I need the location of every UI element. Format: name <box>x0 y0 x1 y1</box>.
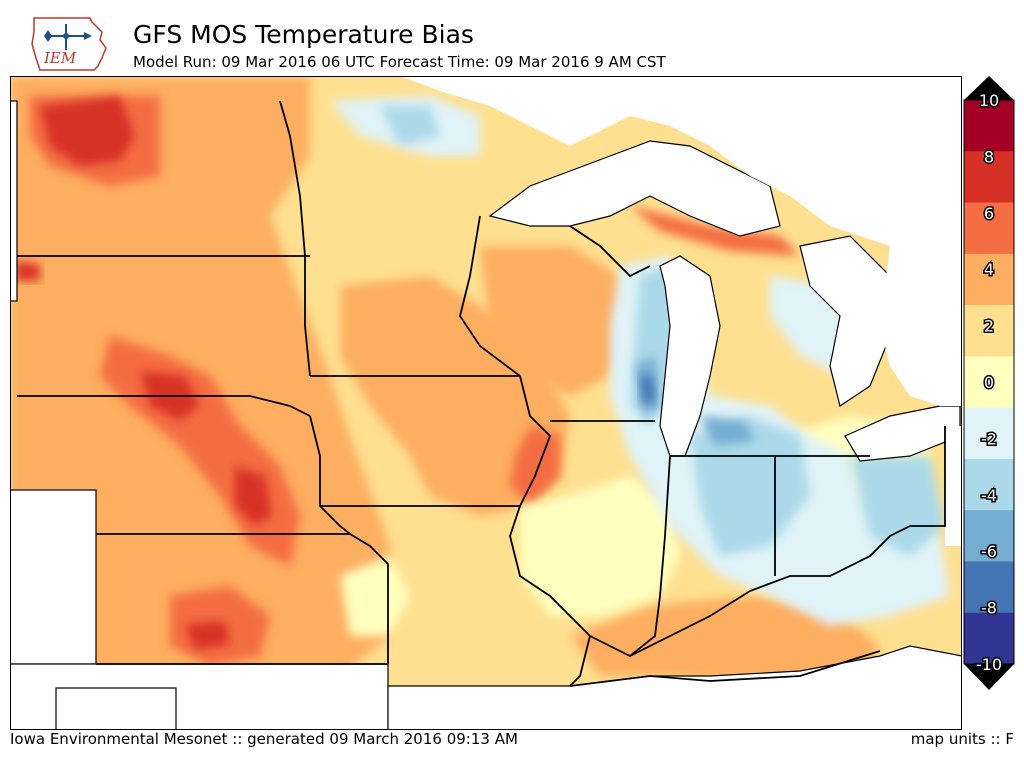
colorbar-tick-label: 0 <box>984 373 994 392</box>
state-borders <box>17 100 946 687</box>
footer-units: map units :: F <box>910 730 1014 748</box>
pennsylvania-offgrid <box>945 426 962 546</box>
bias-cold-core <box>640 376 655 404</box>
bias-peak-kansas-south <box>185 621 230 650</box>
colorbar-over-arrow <box>964 76 1014 100</box>
bias-peak-kansas-north <box>235 466 272 526</box>
border-ohio-river <box>589 426 946 658</box>
colorado-offgrid <box>10 489 97 665</box>
bias-cold-ohio-east <box>850 456 945 556</box>
colorbar-tick-label: -8 <box>981 599 997 618</box>
colorbar-bin <box>964 407 1014 460</box>
lake-superior <box>488 140 781 237</box>
colorbar-tick-label: -2 <box>981 429 997 448</box>
colorbar-bin <box>964 356 1014 409</box>
colorbar-bin <box>964 510 1014 562</box>
lake-erie <box>844 405 961 462</box>
colorbar-bin <box>964 458 1014 511</box>
ontario-region <box>880 246 962 406</box>
bias-region-illinois-west <box>510 426 560 506</box>
colorbar-bin <box>964 151 1014 204</box>
border-il-in <box>629 455 671 657</box>
colorbar-tick-label: 8 <box>984 147 994 166</box>
colorbar-under-arrow <box>964 664 1014 690</box>
border-dakotas-mn <box>279 100 311 377</box>
border-ky-tn <box>569 650 881 687</box>
colorbar-bin <box>964 305 1014 357</box>
colorbar-bin <box>964 253 1014 306</box>
colorbar-tick-label: -4 <box>981 486 997 505</box>
lake-huron <box>799 235 891 407</box>
bias-neutral-illinois <box>520 476 680 616</box>
colorbar-tick-label: -6 <box>981 542 997 561</box>
map-subtitle: Model Run: 09 Mar 2016 06 UTC Forecast T… <box>133 53 666 71</box>
footer-source: Iowa Environmental Mesonet :: generated … <box>10 730 518 748</box>
bias-peak-west-edge <box>15 261 40 281</box>
colorbar-tick-label: 10 <box>979 91 999 110</box>
montana-west-offgrid <box>10 100 18 302</box>
bias-region-upper-michigan <box>630 206 800 256</box>
temperature-bias-map <box>10 76 962 730</box>
colorbar-tick-label: 4 <box>984 260 994 279</box>
colorbar-bin <box>964 100 1014 152</box>
texas-offgrid <box>55 687 177 730</box>
colorbar-tick-label: -10 <box>976 655 1002 674</box>
bias-cold-minnesota-north <box>380 106 440 146</box>
map-title: GFS MOS Temperature Bias <box>133 20 474 49</box>
bias-region-wisconsin <box>480 246 640 396</box>
colorbar-bin <box>964 561 1014 614</box>
map-frame <box>10 76 962 730</box>
colorbar: 10 8 6 4 2 0 -2 -4 -6 -8 -10 <box>963 76 1015 690</box>
canada-north <box>400 76 962 276</box>
border-sd-ne <box>17 395 311 417</box>
border-mn-wi <box>459 215 521 377</box>
border-mississippi <box>509 375 591 687</box>
colorbar-bins <box>964 100 1014 665</box>
border-wi-upper-mi <box>569 225 651 278</box>
bias-cold-michigan-south <box>700 416 755 446</box>
colorbar-bin <box>964 202 1014 255</box>
colorbar-bin <box>964 612 1014 665</box>
weather-vane-icon <box>44 24 92 50</box>
iem-logo: IEM <box>31 17 107 71</box>
bias-region-kentucky <box>570 596 880 686</box>
logo-text: IEM <box>43 49 77 67</box>
border-missouri-river <box>309 415 389 664</box>
colorbar-tick-label: 6 <box>984 204 994 223</box>
water-bodies <box>10 76 962 730</box>
bias-neutral-missouri <box>340 556 410 636</box>
colorbar-tick-label: 2 <box>984 317 994 336</box>
bias-peak-north <box>40 96 135 166</box>
colorbar-ticks: 10 8 6 4 2 0 -2 -4 -6 -8 -10 <box>974 90 1003 676</box>
bias-cold-indiana <box>690 416 810 556</box>
